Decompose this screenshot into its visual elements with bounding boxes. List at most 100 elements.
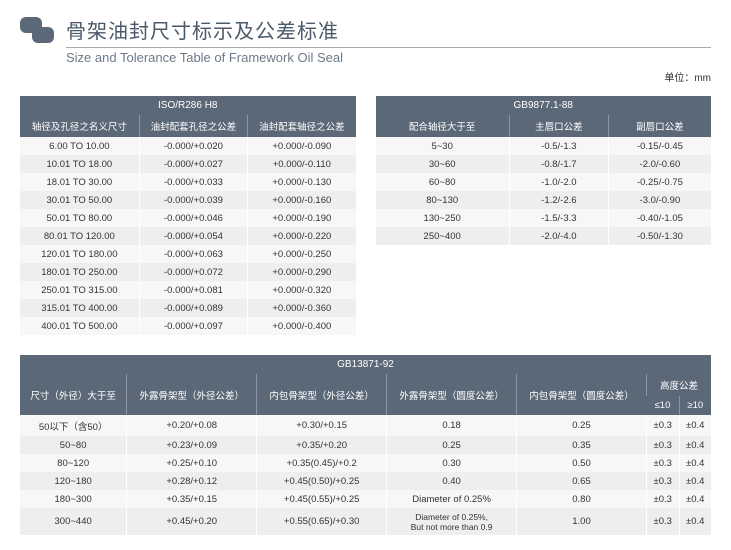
- table-column-header: 配合轴径大于至: [376, 115, 510, 137]
- table-cell: ±0.4: [679, 508, 711, 535]
- table-row: 250.01 TO 315.00-0.000/+0.081+0.000/-0.3…: [20, 281, 356, 299]
- iso-top-header: ISO/R286 H8: [20, 96, 356, 115]
- table-row: 120~180+0.28/+0.12+0.45(0.50)/+0.250.400…: [20, 472, 711, 490]
- table-cell: 0.65: [517, 472, 647, 490]
- table-cell: ±0.3: [646, 454, 679, 472]
- table-cell: -1.2/-2.6: [509, 191, 608, 209]
- table-cell: 250.01 TO 315.00: [20, 281, 139, 299]
- title-divider: [66, 47, 711, 48]
- table-cell: +0.45(0.50)/+0.25: [257, 472, 387, 490]
- table-cell: 5~30: [376, 137, 510, 155]
- table-row: 10.01 TO 18.00-0.000/+0.027+0.000/-0.110: [20, 155, 356, 173]
- table-row: 80.01 TO 120.00-0.000/+0.054+0.000/-0.22…: [20, 227, 356, 245]
- table-cell: ±0.4: [679, 472, 711, 490]
- table-cell: 80.01 TO 120.00: [20, 227, 139, 245]
- table-row: 80~120+0.25/+0.10+0.35(0.45)/+0.20.300.5…: [20, 454, 711, 472]
- table-cell: +0.000/-0.110: [248, 155, 356, 173]
- table-row: 400.01 TO 500.00-0.000/+0.097+0.000/-0.4…: [20, 317, 356, 335]
- gb13871-table: GB13871-92 尺寸（外径）大于至外露骨架型（外径公差）内包骨架型（外径公…: [20, 355, 711, 535]
- table-cell: -0.000/+0.081: [139, 281, 247, 299]
- table-cell: 50以下（含50）: [20, 415, 127, 436]
- table-row: 30.01 TO 50.00-0.000/+0.039+0.000/-0.160: [20, 191, 356, 209]
- gb9877-table: GB9877.1-88 配合轴径大于至主唇口公差副唇口公差 5~30-0.5/-…: [376, 96, 712, 245]
- table-cell: -0.15/-0.45: [608, 137, 711, 155]
- table-row: 5~30-0.5/-1.3-0.15/-0.45: [376, 137, 712, 155]
- table-column-header: 油封配套轴径之公差: [248, 115, 356, 137]
- table-column-header: 外露骨架型（外径公差）: [127, 374, 257, 415]
- table-cell: 130~250: [376, 209, 510, 227]
- table-cell: -0.000/+0.072: [139, 263, 247, 281]
- table-row: 50~80+0.23/+0.09+0.35/+0.200.250.35±0.3±…: [20, 436, 711, 454]
- table-row: 180.01 TO 250.00-0.000/+0.072+0.000/-0.2…: [20, 263, 356, 281]
- table-cell: +0.000/-0.090: [248, 137, 356, 155]
- table-cell: 400.01 TO 500.00: [20, 317, 139, 335]
- gb9877-top-header: GB9877.1-88: [376, 96, 712, 115]
- table-cell: -0.000/+0.097: [139, 317, 247, 335]
- table-cell: 0.35: [517, 436, 647, 454]
- table-cell: +0.000/-0.320: [248, 281, 356, 299]
- table-cell: 60~80: [376, 173, 510, 191]
- table-cell: +0.35(0.45)/+0.2: [257, 454, 387, 472]
- table-column-header: 主唇口公差: [509, 115, 608, 137]
- table-cell: 0.40: [387, 472, 517, 490]
- table-cell: ±0.4: [679, 454, 711, 472]
- table-row: 250~400-2.0/-4.0-0.50/-1.30: [376, 227, 712, 245]
- table-cell: +0.000/-0.400: [248, 317, 356, 335]
- table-cell: -1.5/-3.3: [509, 209, 608, 227]
- table-cell: 120.01 TO 180.00: [20, 245, 139, 263]
- gb13871-top-header: GB13871-92: [20, 355, 711, 374]
- table-cell: 180~300: [20, 490, 127, 508]
- table-cell: +0.000/-0.220: [248, 227, 356, 245]
- gb9877-col-headers: 配合轴径大于至主唇口公差副唇口公差: [376, 115, 712, 137]
- table-cell: -0.000/+0.039: [139, 191, 247, 209]
- table-cell: +0.28/+0.12: [127, 472, 257, 490]
- table-cell: 18.01 TO 30.00: [20, 173, 139, 191]
- page-header: 骨架油封尺寸标示及公差标准 Size and Tolerance Table o…: [20, 15, 711, 65]
- table-cell: +0.23/+0.09: [127, 436, 257, 454]
- table-cell: +0.30/+0.15: [257, 415, 387, 436]
- table-row: 18.01 TO 30.00-0.000/+0.033+0.000/-0.130: [20, 173, 356, 191]
- table-cell: 180.01 TO 250.00: [20, 263, 139, 281]
- table-cell: 0.30: [387, 454, 517, 472]
- table-row: 315.01 TO 400.00-0.000/+0.089+0.000/-0.3…: [20, 299, 356, 317]
- table-cell: -0.000/+0.020: [139, 137, 247, 155]
- iso-table-wrap: ISO/R286 H8 轴径及孔径之名义尺寸油封配套孔径之公差油封配套轴径之公差…: [20, 96, 356, 335]
- table-cell: 300~440: [20, 508, 127, 535]
- table-row: 80~130-1.2/-2.6-3.0/-0.90: [376, 191, 712, 209]
- table-cell: -0.000/+0.089: [139, 299, 247, 317]
- table-cell: -3.0/-0.90: [608, 191, 711, 209]
- table-column-header: 轴径及孔径之名义尺寸: [20, 115, 139, 137]
- table-cell: 0.25: [517, 415, 647, 436]
- title-english: Size and Tolerance Table of Framework Oi…: [66, 50, 711, 65]
- table-cell: -0.5/-1.3: [509, 137, 608, 155]
- table-row: 60~80-1.0/-2.0-0.25/-0.75: [376, 173, 712, 191]
- table-cell: ±0.4: [679, 490, 711, 508]
- table-cell: +0.55(0.65)/+0.30: [257, 508, 387, 535]
- table-cell: -0.000/+0.033: [139, 173, 247, 191]
- table-row: 300~440+0.45/+0.20+0.55(0.65)/+0.30Diame…: [20, 508, 711, 535]
- gb13871-table-wrap: GB13871-92 尺寸（外径）大于至外露骨架型（外径公差）内包骨架型（外径公…: [20, 355, 711, 535]
- table-cell: 0.18: [387, 415, 517, 436]
- gb9877-body: 5~30-0.5/-1.3-0.15/-0.4530~60-0.8/-1.7-2…: [376, 137, 712, 245]
- unit-label: 单位：mm: [20, 69, 711, 84]
- table-cell: -0.40/-1.05: [608, 209, 711, 227]
- table-cell: 315.01 TO 400.00: [20, 299, 139, 317]
- table-row: 6.00 TO 10.00-0.000/+0.020+0.000/-0.090: [20, 137, 356, 155]
- table-cell: -2.0/-0.60: [608, 155, 711, 173]
- table-cell: 120~180: [20, 472, 127, 490]
- table-cell: 0.80: [517, 490, 647, 508]
- table-cell: +0.000/-0.130: [248, 173, 356, 191]
- table-cell: ±0.4: [679, 415, 711, 436]
- table-cell: ±0.3: [646, 436, 679, 454]
- table-cell: 80~130: [376, 191, 510, 209]
- table-cell: +0.000/-0.290: [248, 263, 356, 281]
- title-chinese: 骨架油封尺寸标示及公差标准: [66, 15, 711, 44]
- table-cell: +0.35/+0.20: [257, 436, 387, 454]
- table-row: 130~250-1.5/-3.3-0.40/-1.05: [376, 209, 712, 227]
- table-cell: 0.25: [387, 436, 517, 454]
- table-cell: -0.25/-0.75: [608, 173, 711, 191]
- iso-body: 6.00 TO 10.00-0.000/+0.020+0.000/-0.0901…: [20, 137, 356, 335]
- height-tolerance-group-header: 高度公差: [646, 374, 711, 396]
- table-column-header: 油封配套孔径之公差: [139, 115, 247, 137]
- table-cell: +0.45(0.55)/+0.25: [257, 490, 387, 508]
